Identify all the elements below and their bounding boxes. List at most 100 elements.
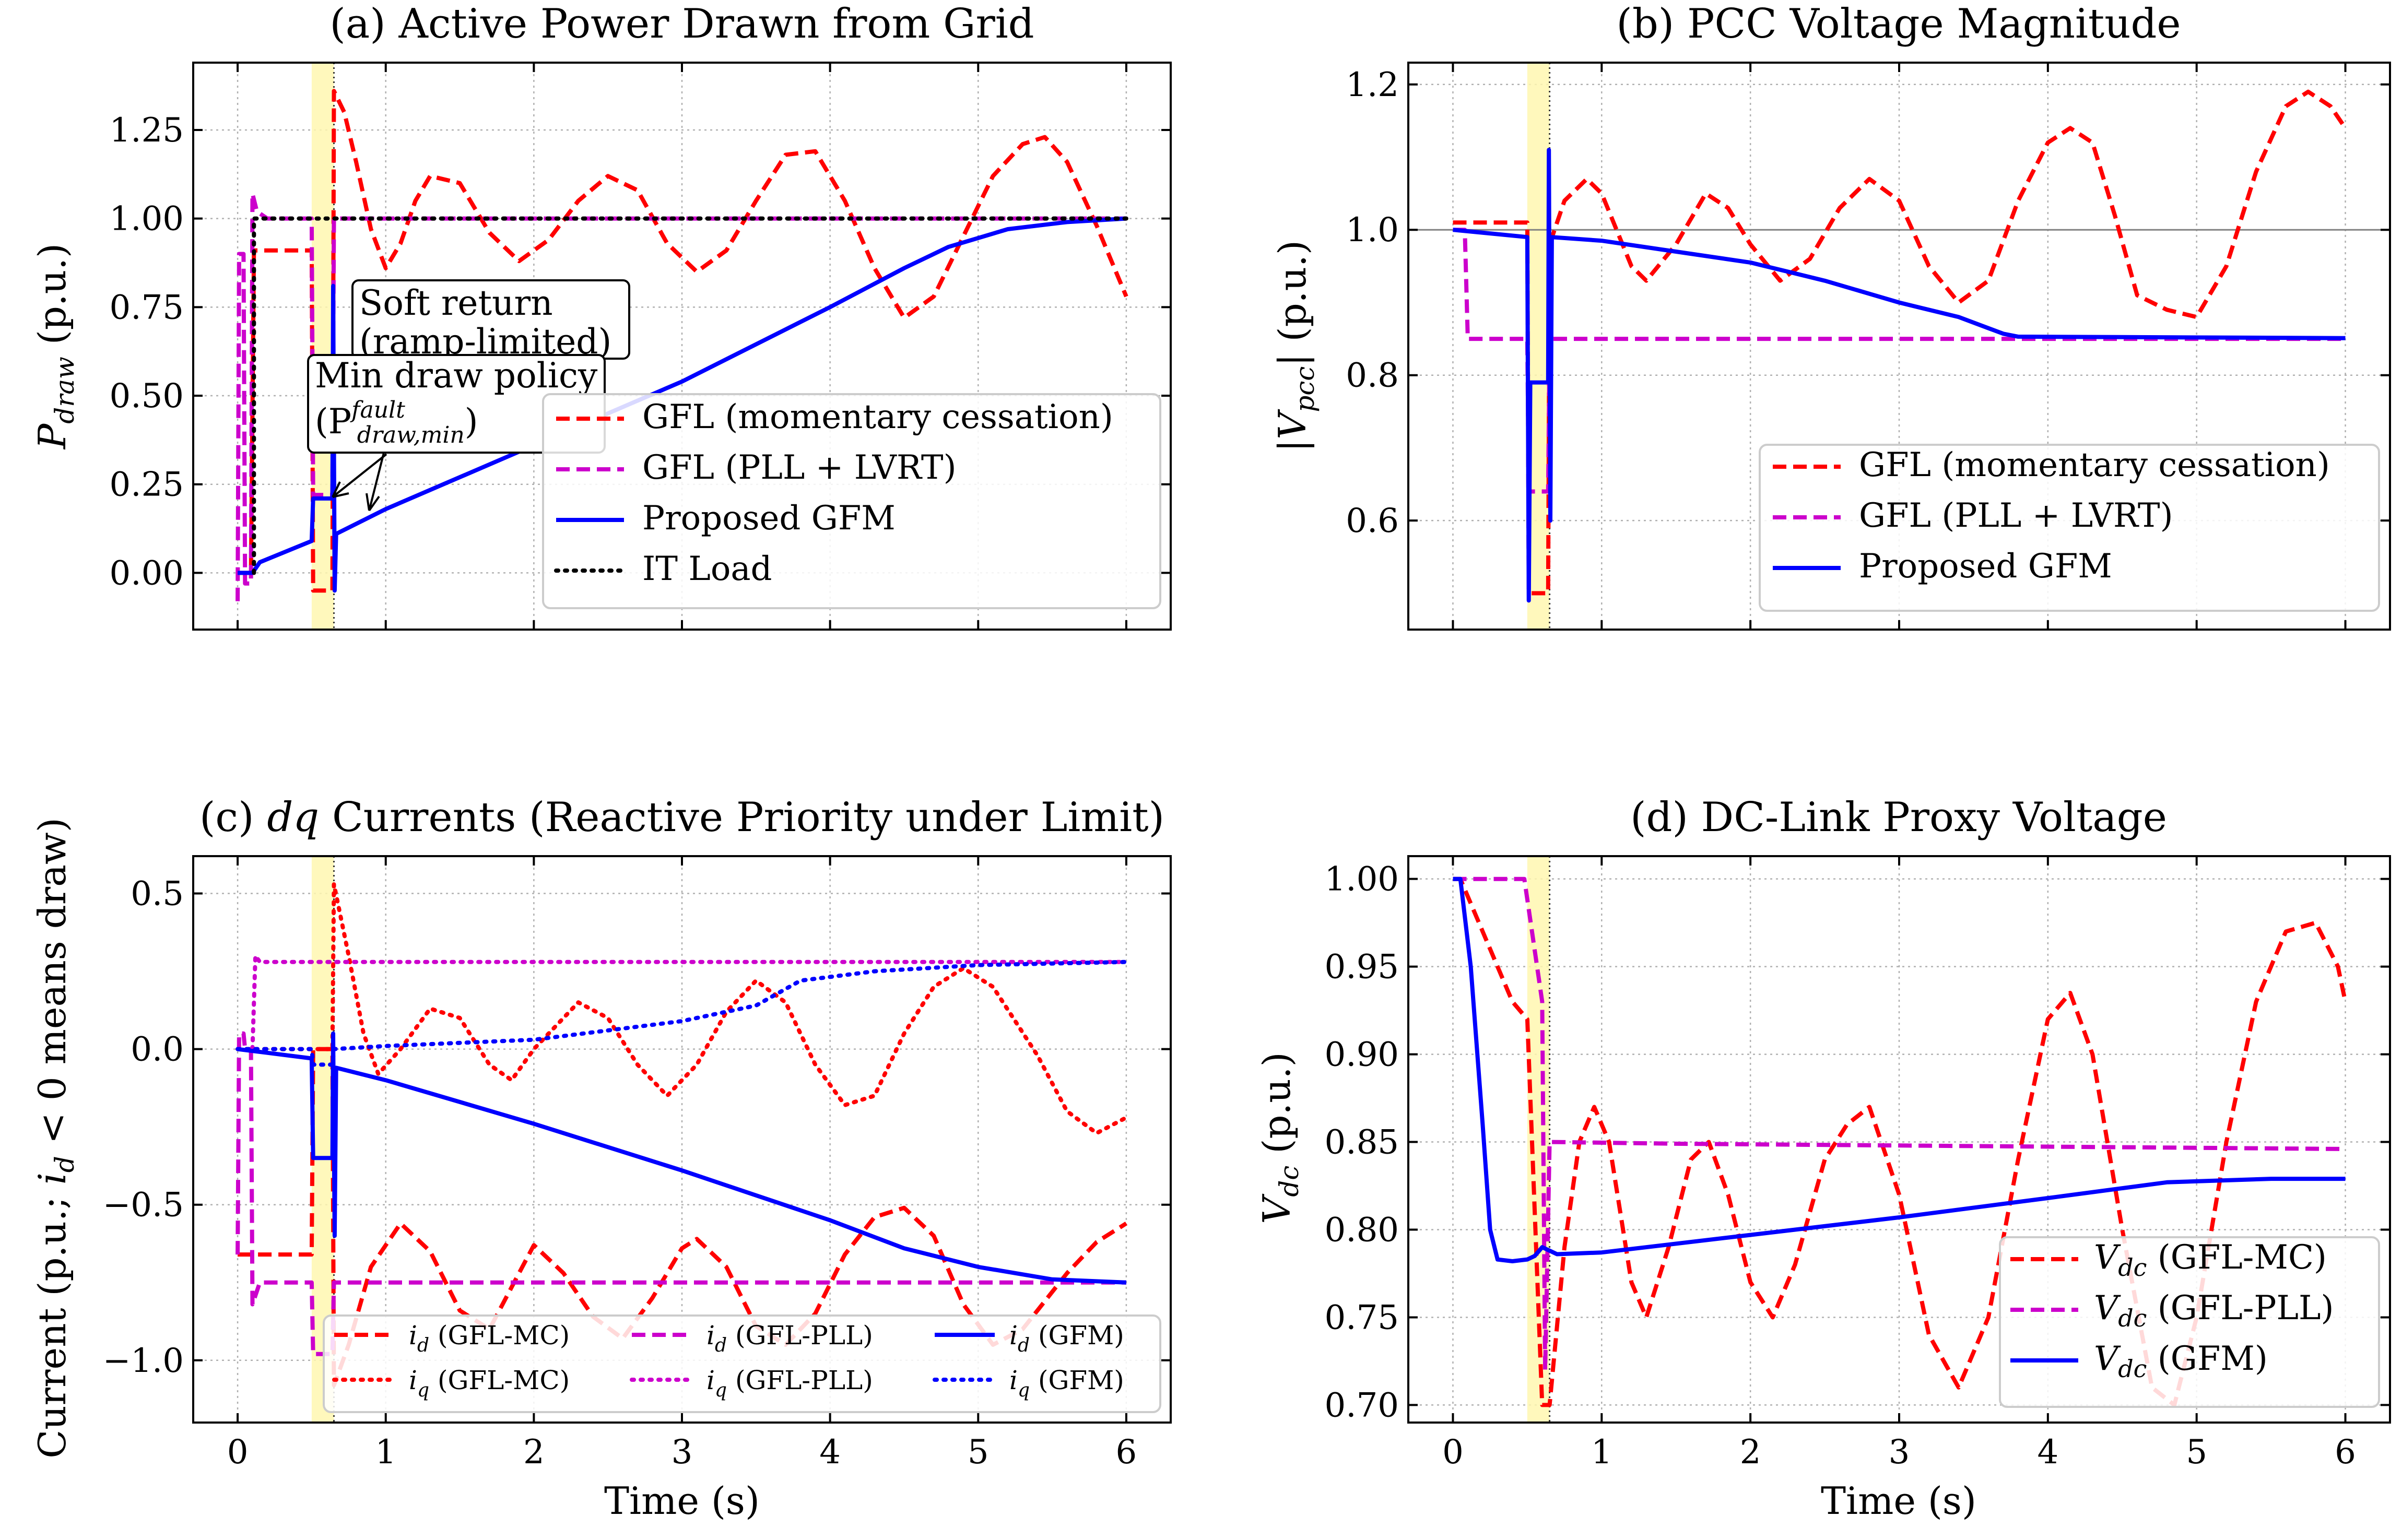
legend-label-vdc_gfm: Vdc (GFM) <box>2094 1340 2268 1383</box>
series-line-vdc_mc: V_dc (GFL-MC) <box>1453 876 2348 1407</box>
series-line-gfl_mc: GFL (momentary cessation) <box>238 89 1128 593</box>
x-tick-label: 6 <box>1116 1433 1137 1472</box>
annotation-arrow-shaft <box>332 453 387 498</box>
series-line-gfm: Proposed GFM <box>1453 148 2346 603</box>
panel-c-xlabel: Time (s) <box>604 1479 760 1523</box>
y-tick-label: 1.25 <box>110 111 184 150</box>
y-tick-label: 1.2 <box>1346 66 1399 104</box>
panel-a-ylabel: Pdraw (p.u.) <box>30 243 80 450</box>
legend-frame <box>1759 444 2380 612</box>
x-tick-label: 4 <box>819 1433 841 1472</box>
y-tick-label: −0.5 <box>103 1186 184 1225</box>
y-tick-label: 1.00 <box>110 200 184 239</box>
panel-a: (a) Active Power Drawn from Grid GFL (mo… <box>30 1 1172 631</box>
y-tick-label: −1.0 <box>103 1342 184 1380</box>
panel-b-title: (b) PCC Voltage Magnitude <box>1616 1 2181 48</box>
panel-a-fault-band <box>311 63 334 630</box>
panel-b: (b) PCC Voltage Magnitude GFL (momentary… <box>1270 1 2391 631</box>
x-tick-label: 2 <box>523 1433 545 1472</box>
series-line-gfm: Proposed GFM <box>238 216 1127 593</box>
panel-d-ylabel: Vdc (p.u.) <box>1255 1052 1304 1224</box>
y-tick-label: 0.95 <box>1325 948 1399 987</box>
panel-b-ylabel: |Vpcc| (p.u.) <box>1270 240 1320 452</box>
y-tick-label: 0.8 <box>1346 357 1399 395</box>
panel-c: (c) dq Currents (Reactive Priority under… <box>30 794 1172 1523</box>
legend-label-it_load: IT Load <box>642 550 772 588</box>
panel-a-legend: GFL (momentary cessation) GFL (PLL + LVRT… <box>542 393 1161 609</box>
legend-frame <box>542 393 1161 609</box>
series-line-iq_gfm: i_q (GFM) <box>236 959 1128 1067</box>
x-tick-label: 3 <box>672 1433 693 1472</box>
x-tick-label: 6 <box>2335 1433 2356 1472</box>
y-tick-label: 0.75 <box>1325 1298 1399 1337</box>
panel-d-xlabel: Time (s) <box>1821 1479 1976 1523</box>
panel-d-ticks: 0 1 2 3 4 5 6 0.70 0.75 0.80 0.85 0.90 0.95 1.00 <box>1325 856 2390 1472</box>
y-tick-label: 0.6 <box>1346 502 1399 540</box>
panel-b-series: GFL (momentary cessation) GFL (PLL + LVRT… <box>1453 89 2347 603</box>
series-line-gfl_mc: GFL (momentary cessation) <box>1453 89 2347 596</box>
panel-b-ticks: 0.6 0.8 1.0 1.2 <box>1346 63 2390 630</box>
panel-d: (d) DC-Link Proxy Voltage V_dc (GFL-MC)V… <box>1255 794 2391 1523</box>
panel-d-title: (d) DC-Link Proxy Voltage <box>1630 794 2167 841</box>
y-tick-label: 0.75 <box>110 288 184 327</box>
legend-label-iq_mc: iq (GFL-MC) <box>409 1365 570 1401</box>
legend-frame <box>323 1314 1161 1413</box>
panel-a-annotation-min-draw: Min draw policy (Pfault draw,min) <box>307 354 606 498</box>
panel-c-ticks: 0 1 2 3 4 5 6 −1.0 −0.5 0.0 0.5 <box>103 856 1171 1472</box>
panel-b-legend: GFL (momentary cessation) GFL (PLL + LVRT… <box>1759 444 2380 612</box>
y-tick-label: 0.50 <box>110 377 184 416</box>
x-tick-label: 1 <box>1591 1433 1612 1472</box>
legend-label-gfl_pll: GFL (PLL + LVRT) <box>1859 496 2173 535</box>
panel-d-legend: Vdc (GFL-MC) Vdc (GFL-PLL) Vdc (GFM) <box>1999 1236 2380 1408</box>
y-tick-label: 0.00 <box>110 554 184 593</box>
y-tick-label: 0.5 <box>131 875 184 914</box>
series-line-id_gfm: i_d (GFM) <box>237 1031 1127 1285</box>
legend-label-id_gfm: id (GFM) <box>1009 1320 1124 1356</box>
annotation-line-1: Soft return <box>359 283 553 323</box>
legend-label-vdc_mc: Vdc (GFL-MC) <box>2094 1238 2327 1282</box>
annotation-line-1: Min draw policy <box>315 356 598 396</box>
legend-label-iq_gfm: iq (GFM) <box>1009 1365 1124 1401</box>
panel-a-series: GFL (momentary cessation) GFL (PLL + LVRT… <box>236 89 1128 601</box>
annotation-line-2: (Pfault draw,min) <box>315 397 478 448</box>
y-tick-label: 0.85 <box>1325 1123 1399 1162</box>
x-tick-label: 0 <box>1442 1433 1464 1472</box>
panel-c-series: i_d (GFL-MC)i_q (GFL-MC)i_d (GFL-PLL)i_q… <box>236 882 1128 1388</box>
legend-label-id_mc: id (GFL-MC) <box>409 1320 570 1356</box>
y-tick-label: 0.0 <box>131 1030 184 1069</box>
x-tick-label: 5 <box>968 1433 989 1472</box>
x-tick-label: 4 <box>2037 1433 2058 1472</box>
panel-c-ylabel: Current (p.u.; id < 0 means draw) <box>30 818 80 1459</box>
legend-label-gfm: Proposed GFM <box>1859 547 2112 586</box>
panel-a-ticks: 0.00 0.25 0.50 0.75 1.00 1.25 <box>110 63 1171 630</box>
legend-label-gfl_mc: GFL (momentary cessation) <box>1859 446 2330 484</box>
legend-label-id_pll: id (GFL-PLL) <box>707 1320 873 1356</box>
x-tick-label: 3 <box>1889 1433 1910 1472</box>
panel-a-title: (a) Active Power Drawn from Grid <box>329 1 1034 48</box>
y-tick-label: 0.70 <box>1325 1386 1399 1425</box>
x-tick-label: 5 <box>2186 1433 2207 1472</box>
legend-label-gfm: Proposed GFM <box>642 499 896 538</box>
series-line-iq_mc: i_q (GFL-MC) <box>236 882 1128 1135</box>
arrow-head-icon <box>332 481 349 498</box>
y-tick-label: 0.80 <box>1325 1211 1399 1249</box>
legend-frame <box>1999 1236 2380 1408</box>
x-tick-label: 0 <box>227 1433 249 1472</box>
y-tick-label: 1.0 <box>1346 211 1399 250</box>
y-tick-label: 1.00 <box>1325 860 1399 899</box>
y-tick-label: 0.25 <box>110 466 184 504</box>
series-line-it_load: IT Load <box>252 216 1128 575</box>
legend-label-gfl_mc: GFL (momentary cessation) <box>642 398 1113 436</box>
series-line-iq_pll: i_q (GFL-PLL) <box>250 953 1128 1051</box>
x-tick-label: 2 <box>1740 1433 1761 1472</box>
legend-label-vdc_pll: Vdc (GFL-PLL) <box>2094 1289 2334 1332</box>
x-tick-label: 1 <box>375 1433 396 1472</box>
y-tick-label: 0.90 <box>1325 1036 1399 1074</box>
panel-d-series: V_dc (GFL-MC)V_dc (GFL-PLL)V_dc (GFM) <box>1453 876 2348 1407</box>
legend-label-iq_pll: iq (GFL-PLL) <box>707 1365 873 1401</box>
panel-c-legend: id (GFL-MC) iq (GFL-MC) id (GFL-PLL) iq (GF… <box>323 1314 1161 1413</box>
panel-c-title: (c) dq Currents (Reactive Priority under… <box>199 794 1164 841</box>
arrow-head-icon <box>366 493 380 512</box>
legend-label-gfl_pll: GFL (PLL + LVRT) <box>642 448 957 487</box>
